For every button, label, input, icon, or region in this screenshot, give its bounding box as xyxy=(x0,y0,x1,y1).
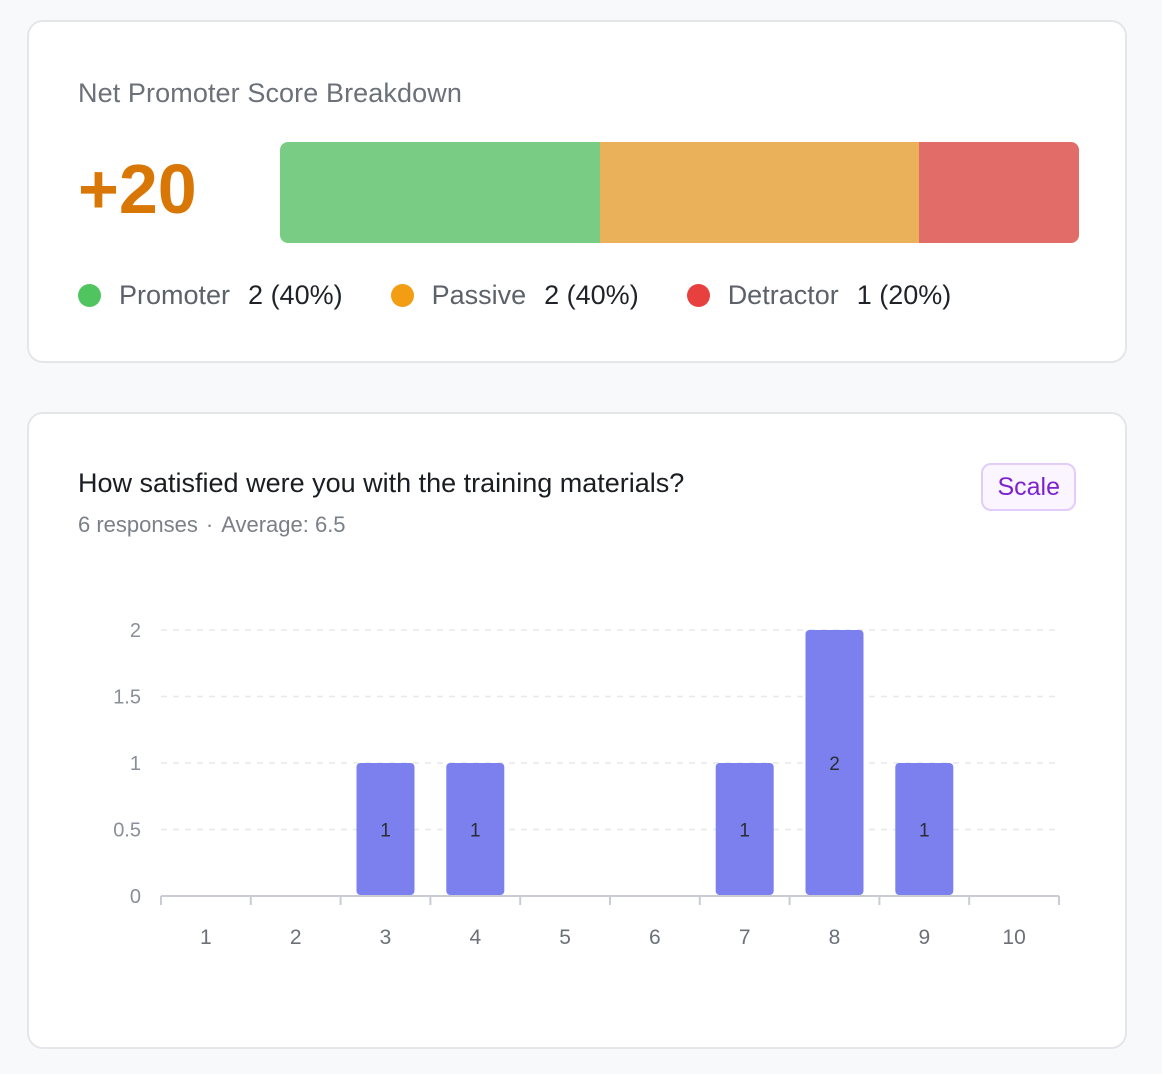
x-tick-label: 5 xyxy=(559,926,571,949)
legend-value: 1 (20%) xyxy=(856,280,952,310)
nps-score: +20 xyxy=(78,150,197,228)
y-tick-label: 1.5 xyxy=(113,687,141,709)
legend-value: 2 (40%) xyxy=(248,280,343,310)
legend-label: Promoter xyxy=(119,280,231,310)
bar xyxy=(895,763,954,895)
legend-item-passive: Passive 2 (40%) xyxy=(390,280,639,311)
bar-value-label: 2 xyxy=(829,754,840,775)
y-tick-label: 0 xyxy=(130,886,141,908)
x-tick-label: 7 xyxy=(739,926,751,949)
bar-value-label: 1 xyxy=(739,821,750,842)
y-tick-label: 1 xyxy=(130,753,141,775)
question-type-badge: Scale xyxy=(981,463,1076,511)
legend-label: Passive xyxy=(431,280,527,310)
bar xyxy=(805,630,864,895)
nps-title: Net Promoter Score Breakdown xyxy=(78,78,462,108)
legend-label: Detractor xyxy=(727,280,839,310)
nps-card: Net Promoter Score Breakdown +20 Promote… xyxy=(27,20,1127,363)
legend-value: 2 (40%) xyxy=(544,280,639,310)
bar xyxy=(446,763,505,895)
promoter-dot-icon xyxy=(78,284,101,307)
x-tick-label: 6 xyxy=(649,926,661,949)
response-count: 6 responses xyxy=(78,512,198,537)
average-score: Average: 6.5 xyxy=(221,512,346,537)
nps-segment-passive xyxy=(599,142,920,243)
legend-item-detractor: Detractor 1 (20%) xyxy=(686,280,952,311)
detractor-dot-icon xyxy=(686,284,710,307)
x-tick-label: 9 xyxy=(918,926,930,949)
nps-segment-promoter xyxy=(280,142,600,243)
bar-value-label: 1 xyxy=(919,821,930,842)
passive-dot-icon xyxy=(390,284,414,307)
x-tick-label: 4 xyxy=(469,926,481,949)
nps-segment-detractor xyxy=(919,142,1079,243)
x-tick-label: 3 xyxy=(380,926,392,949)
bar-value-label: 1 xyxy=(380,821,391,842)
x-tick-label: 2 xyxy=(290,926,302,949)
bar xyxy=(356,763,415,895)
summary-separator: · xyxy=(205,512,214,537)
nps-stacked-bar xyxy=(280,142,1079,243)
y-tick-label: 0.5 xyxy=(113,820,141,842)
bar-value-label: 1 xyxy=(470,821,481,842)
x-tick-label: 8 xyxy=(829,926,841,949)
scale-bar-chart: 0 0.5 1 1.5 2 1 2 3 1 4 1 5 6 7 1 8 2 9 1 10 xyxy=(113,620,1060,949)
x-tick-label: 10 xyxy=(1002,926,1025,949)
bar xyxy=(715,763,774,895)
question-summary: 6 responses · Average: 6.5 xyxy=(78,512,346,538)
legend-item-promoter: Promoter 2 (40%) xyxy=(78,280,343,311)
nps-legend: Promoter 2 (40%) Passive 2 (40%) Detract… xyxy=(78,280,999,311)
question-card: How satisfied were you with the training… xyxy=(27,412,1127,1049)
question-title: How satisfied were you with the training… xyxy=(78,468,685,498)
x-tick-label: 1 xyxy=(200,926,212,949)
y-tick-label: 2 xyxy=(130,620,141,642)
